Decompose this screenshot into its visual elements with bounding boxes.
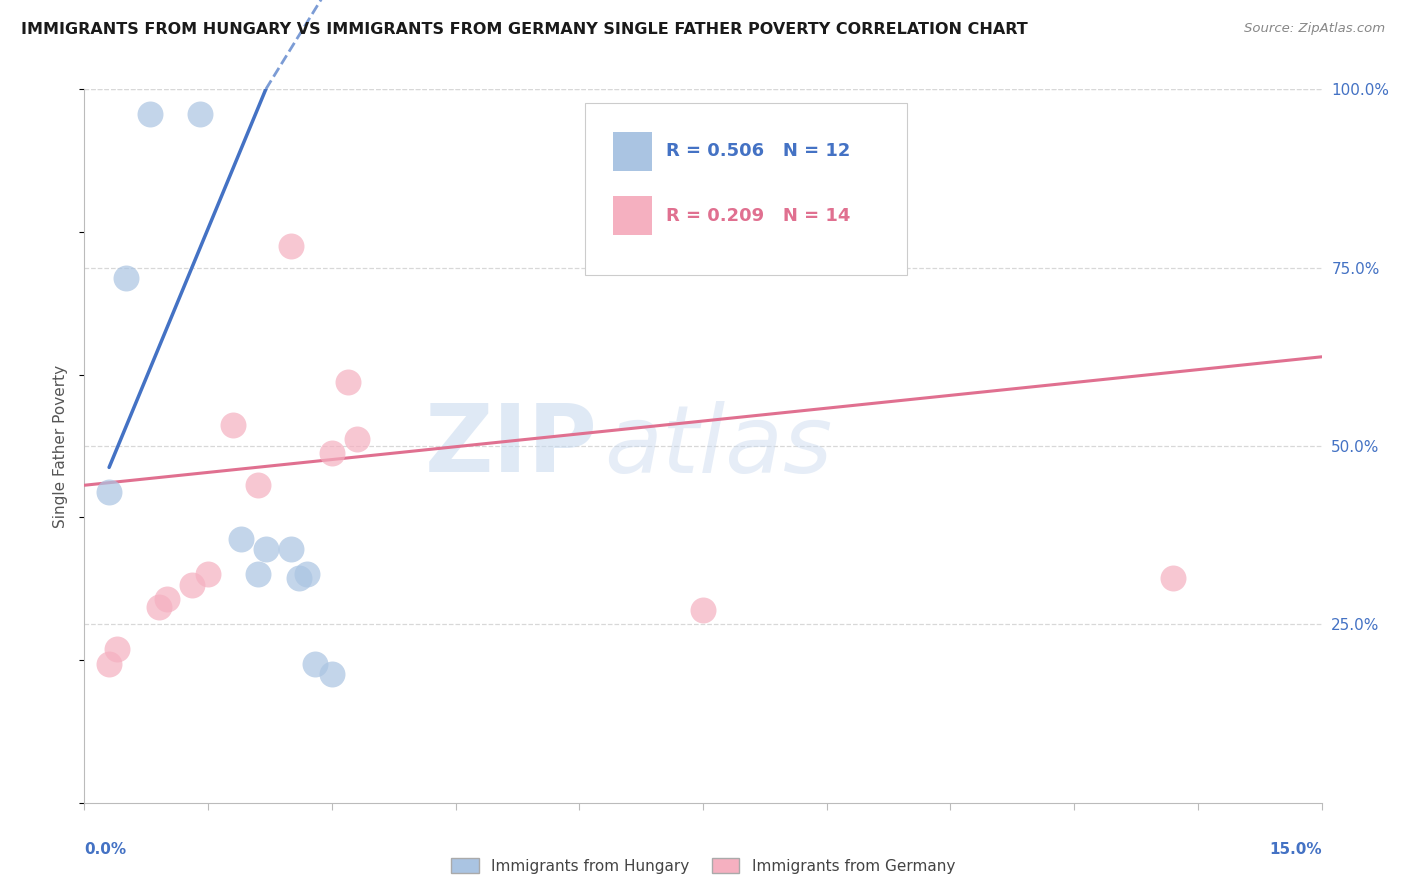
Point [337, 375, 360, 389]
Text: Source: ZipAtlas.com: Source: ZipAtlas.com [1244, 22, 1385, 36]
Point [246, 478, 269, 492]
Point [222, 417, 245, 432]
Text: 0.0%: 0.0% [84, 842, 127, 857]
Text: 15.0%: 15.0% [1270, 842, 1322, 857]
Point [114, 271, 136, 285]
Point [295, 567, 318, 582]
Text: ZIP: ZIP [425, 400, 598, 492]
Point [98, 657, 121, 671]
Bar [613, 132, 652, 171]
Text: R = 0.506   N = 12: R = 0.506 N = 12 [666, 143, 851, 161]
Legend: Immigrants from Hungary, Immigrants from Germany: Immigrants from Hungary, Immigrants from… [444, 852, 962, 880]
Point [288, 571, 311, 585]
Point [180, 578, 202, 592]
Point [105, 642, 128, 657]
Y-axis label: Single Father Poverty: Single Father Poverty [53, 365, 69, 527]
FancyBboxPatch shape [585, 103, 907, 275]
Text: R = 0.209   N = 14: R = 0.209 N = 14 [666, 207, 851, 225]
Point [304, 657, 326, 671]
Point [148, 599, 170, 614]
Point [280, 542, 302, 557]
Point [254, 542, 277, 557]
Text: atlas: atlas [605, 401, 832, 491]
Point [139, 107, 162, 121]
Text: IMMIGRANTS FROM HUNGARY VS IMMIGRANTS FROM GERMANY SINGLE FATHER POVERTY CORRELA: IMMIGRANTS FROM HUNGARY VS IMMIGRANTS FR… [21, 22, 1028, 37]
Point [321, 667, 343, 681]
Point [1161, 571, 1184, 585]
Point [280, 239, 302, 253]
Point [321, 446, 343, 460]
Bar [613, 196, 652, 235]
Point [98, 485, 121, 500]
Point [197, 567, 219, 582]
Point [156, 592, 179, 607]
Point [188, 107, 211, 121]
Point [692, 603, 714, 617]
Point [346, 432, 368, 446]
Point [229, 532, 252, 546]
Point [246, 567, 269, 582]
